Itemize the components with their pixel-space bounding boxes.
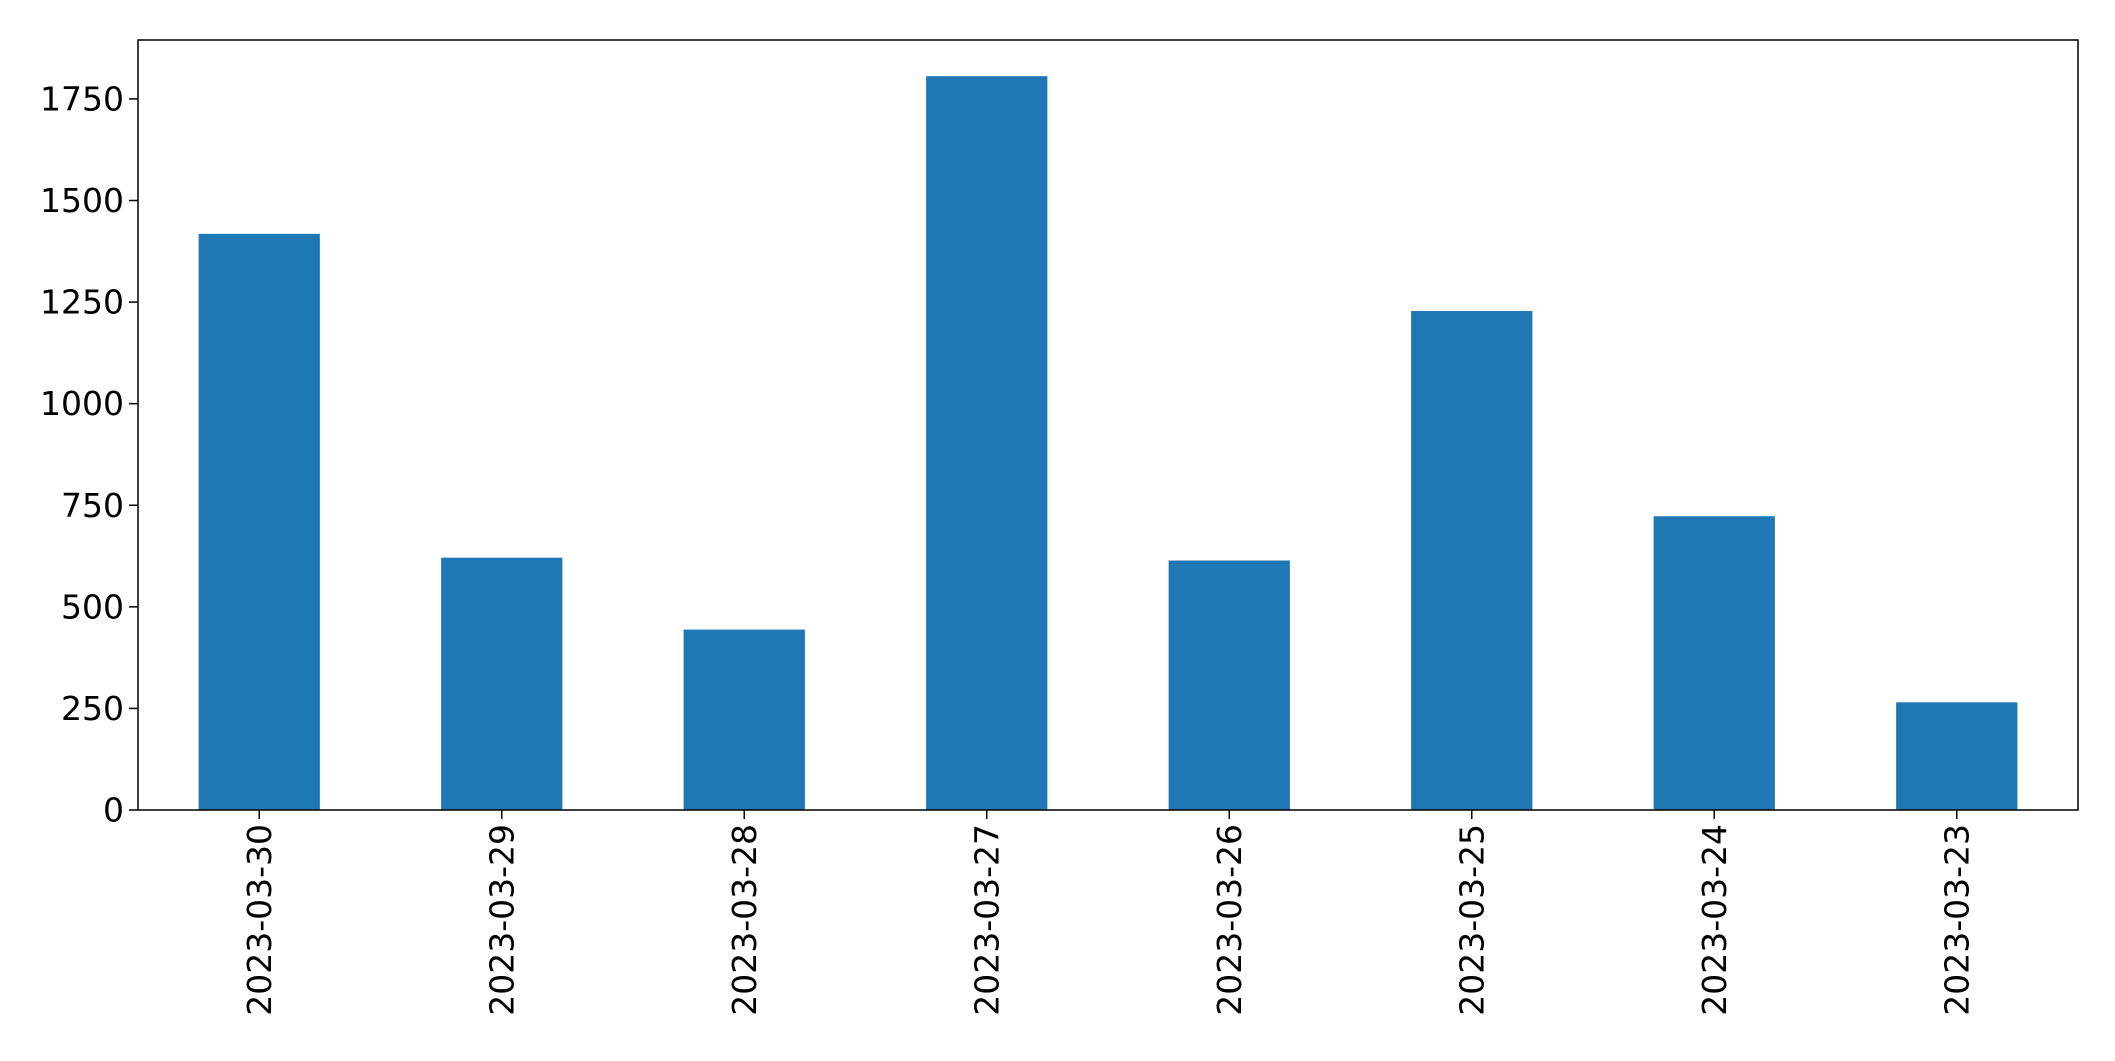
x-tick-label: 2023-03-26 xyxy=(1210,824,1249,1016)
x-tick-label: 2023-03-29 xyxy=(482,824,521,1016)
x-axis: 2023-03-30 2023-03-29 2023-03-28 2023-03-27… xyxy=(240,810,1976,1016)
bar-2023-03-23 xyxy=(1896,702,2018,810)
bar-2023-03-30 xyxy=(198,233,320,811)
x-tick-label: 2023-03-30 xyxy=(240,824,279,1016)
y-tick-label: 250 xyxy=(61,689,124,728)
plot-frame xyxy=(137,39,2079,811)
bars-group xyxy=(198,76,2018,811)
bar-2023-03-28 xyxy=(683,629,805,810)
x-tick-label: 2023-03-24 xyxy=(1695,824,1734,1016)
y-tick-label: 500 xyxy=(61,587,124,626)
y-tick-label: 1000 xyxy=(40,384,124,423)
y-tick-label: 1500 xyxy=(40,181,124,220)
y-tick-label: 0 xyxy=(103,791,124,830)
y-tick-label: 750 xyxy=(61,486,124,525)
bar-2023-03-24 xyxy=(1653,516,1775,810)
x-tick-label: 2023-03-25 xyxy=(1452,824,1491,1016)
y-tick-label: 1750 xyxy=(40,79,124,118)
y-axis: 0 250 500 750 1000 1250 1500 1750 xyxy=(40,79,138,830)
x-tick-label: 2023-03-27 xyxy=(967,824,1006,1016)
x-tick-label: 2023-03-23 xyxy=(1937,824,1976,1016)
bar-2023-03-27 xyxy=(926,76,1048,811)
x-tick-label: 2023-03-28 xyxy=(725,824,764,1016)
bar-2023-03-25 xyxy=(1411,311,1533,810)
bar-2023-03-26 xyxy=(1168,560,1290,810)
bar-2023-03-29 xyxy=(441,557,563,810)
y-tick-label: 1250 xyxy=(40,283,124,322)
